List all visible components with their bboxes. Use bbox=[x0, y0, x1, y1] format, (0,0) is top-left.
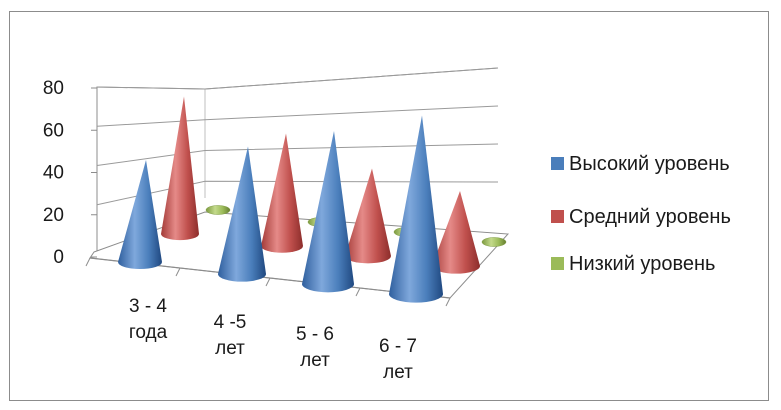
legend-swatch bbox=[551, 210, 564, 223]
legend-item: Низкий уровень bbox=[551, 253, 715, 275]
x-tick-label-line: года bbox=[129, 322, 168, 343]
x-tick bbox=[85, 257, 91, 267]
cones bbox=[118, 96, 507, 303]
cone-shape bbox=[432, 191, 480, 274]
gridlines bbox=[96, 67, 499, 206]
y-axis-ticks: 0 20 40 60 80 bbox=[43, 78, 97, 268]
cone-shape bbox=[389, 115, 443, 303]
y-tick-label: 60 bbox=[43, 120, 64, 141]
x-tick-label-line: лет bbox=[300, 350, 330, 371]
cone-2-2 bbox=[261, 133, 303, 253]
cone-shape bbox=[345, 168, 391, 264]
legend-label: Средний уровень bbox=[569, 206, 731, 228]
legend-item: Высокий уровень bbox=[551, 153, 730, 175]
cone-2-1 bbox=[161, 96, 199, 241]
cone-1-1 bbox=[118, 160, 162, 270]
legend-label: Высокий уровень bbox=[569, 153, 730, 175]
x-tick-label: 3 - 4 года bbox=[129, 296, 168, 343]
x-tick bbox=[355, 287, 361, 297]
legend-swatch bbox=[551, 257, 564, 270]
cone-1-4 bbox=[389, 115, 443, 303]
cone-shape bbox=[261, 133, 303, 253]
cone-2-4 bbox=[432, 191, 480, 274]
cone-shape bbox=[302, 131, 354, 293]
legend-item: Средний уровень bbox=[551, 206, 731, 228]
chart-frame: 0 20 40 60 80 3 - 4 года 4 -5 лет 5 - 6 лет 6 - 7 л… bbox=[9, 11, 769, 401]
x-tick-label-line: 6 - 7 bbox=[379, 336, 417, 357]
cone-marker bbox=[205, 205, 231, 215]
cone-3-1 bbox=[205, 205, 231, 215]
cone-shape bbox=[161, 96, 199, 241]
x-tick-label-line: лет bbox=[215, 338, 245, 359]
x-tick bbox=[265, 277, 271, 287]
x-tick bbox=[175, 267, 181, 277]
gridline bbox=[96, 67, 499, 90]
legend: Высокий уровень Средний уровень Низкий уро… bbox=[551, 153, 731, 275]
gridline bbox=[96, 143, 499, 166]
cone-2-3 bbox=[345, 168, 391, 264]
x-tick-label-line: 3 - 4 bbox=[129, 296, 167, 317]
gridline bbox=[96, 180, 499, 206]
y-tick-label: 20 bbox=[43, 205, 64, 226]
legend-label: Низкий уровень bbox=[569, 253, 715, 275]
cone-shape bbox=[218, 146, 266, 282]
cone-shape bbox=[118, 160, 162, 270]
y-tick-label: 80 bbox=[43, 78, 64, 99]
x-tick-label-line: 5 - 6 bbox=[296, 324, 334, 345]
legend-swatch bbox=[551, 157, 564, 170]
x-tick bbox=[445, 297, 451, 307]
x-tick-label: 4 -5 лет bbox=[214, 312, 247, 359]
x-tick-label-line: 4 -5 bbox=[214, 312, 247, 333]
cone-marker bbox=[481, 237, 507, 247]
y-tick-label: 40 bbox=[43, 163, 64, 184]
cone-1-2 bbox=[218, 146, 266, 282]
x-tick-label: 5 - 6 лет bbox=[296, 324, 334, 371]
cone-chart: 0 20 40 60 80 3 - 4 года 4 -5 лет 5 - 6 лет 6 - 7 л… bbox=[43, 67, 731, 383]
x-tick-label-line: лет bbox=[383, 362, 413, 383]
cone-1-3 bbox=[302, 131, 354, 293]
gridline bbox=[96, 105, 499, 127]
cone-3-4 bbox=[481, 237, 507, 247]
y-tick-label: 0 bbox=[53, 247, 64, 268]
x-axis-labels: 3 - 4 года 4 -5 лет 5 - 6 лет 6 - 7 лет bbox=[129, 296, 417, 383]
x-tick-label: 6 - 7 лет bbox=[379, 336, 417, 383]
